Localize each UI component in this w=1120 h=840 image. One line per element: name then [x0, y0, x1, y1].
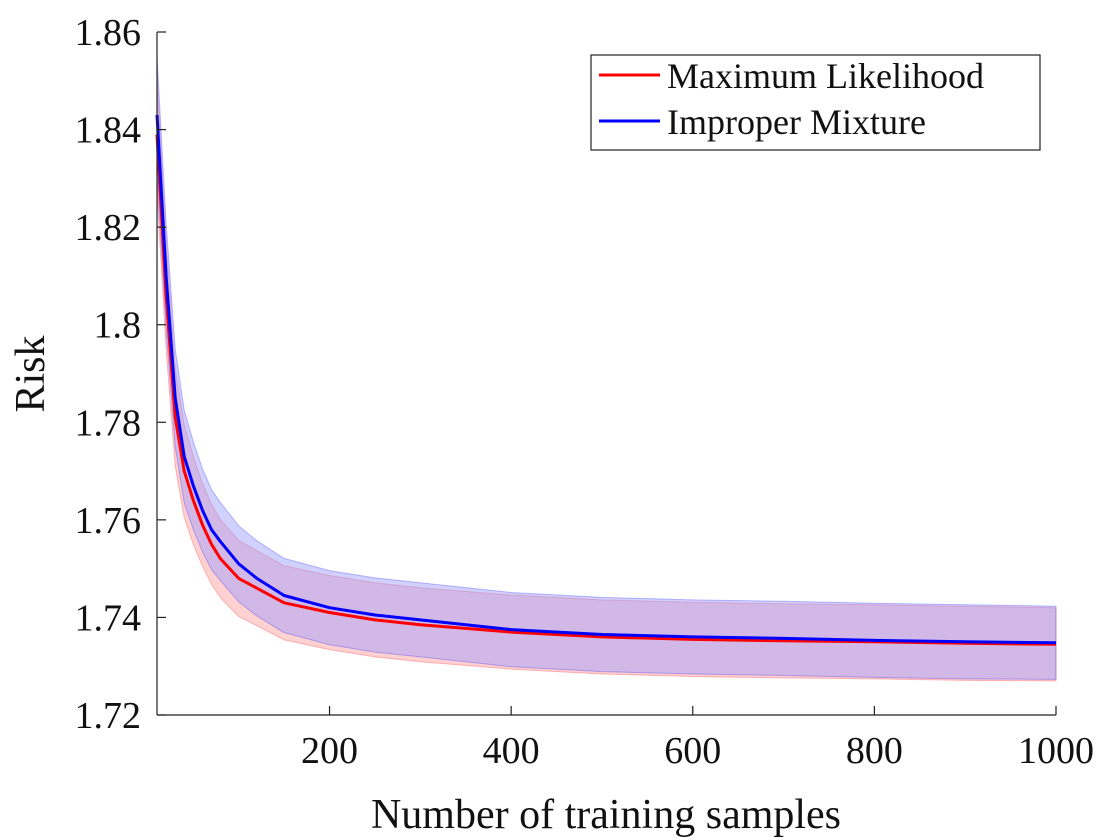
line-improper-mixture — [155, 114, 1057, 645]
y-tick-label: 1.8 — [94, 305, 142, 347]
y-tick-label: 1.86 — [75, 12, 142, 54]
x-tick-label: 200 — [301, 730, 358, 772]
legend-box — [590, 54, 1041, 151]
y-tick-label: 1.78 — [75, 402, 142, 444]
y-axis-label: Risk — [8, 335, 54, 412]
x-tick-label: 400 — [483, 730, 540, 772]
confidence-bands — [156, 56, 1057, 682]
legend-label-maximum-likelihood: Maximum Likelihood — [667, 56, 984, 96]
y-tick-label: 1.84 — [75, 110, 142, 152]
y-tick-label: 1.82 — [75, 207, 142, 249]
y-tick-label: 1.74 — [75, 597, 142, 639]
band-improper-mixture — [156, 56, 1057, 680]
x-tick-label: 800 — [846, 730, 903, 772]
band-maximum-likelihood — [156, 75, 1057, 682]
series-lines — [155, 114, 1057, 646]
x-tick-label: 600 — [664, 730, 721, 772]
y-tick-label: 1.76 — [75, 500, 142, 542]
y-tick-label: 1.72 — [75, 695, 142, 737]
axes: 200 400 600 800 1000 1.72 1.74 1.76 1.78 1.8 1.82 1… — [75, 12, 1095, 772]
x-tick-label: 1000 — [1018, 730, 1094, 772]
legend: Maximum Likelihood Improper Mixture — [590, 54, 1041, 151]
x-axis-label: Number of training samples — [371, 792, 841, 838]
line-maximum-likelihood — [155, 134, 1057, 646]
legend-label-improper-mixture: Improper Mixture — [667, 102, 926, 142]
